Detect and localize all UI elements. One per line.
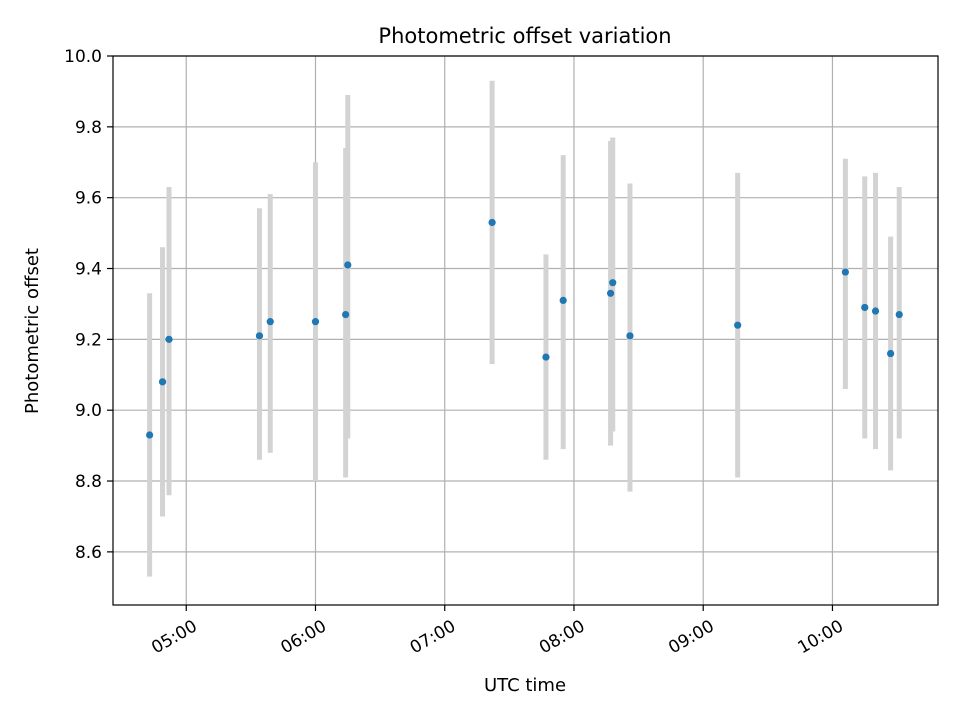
data-point [609, 279, 617, 287]
grid [113, 55, 938, 605]
y-tick-label: 9.0 [75, 401, 102, 421]
x-tick-label: 08:00 [536, 616, 588, 658]
x-tick-label: 09:00 [665, 616, 717, 658]
x-tick-label: 10:00 [795, 616, 847, 658]
x-tick-label: 06:00 [278, 616, 330, 658]
x-axis-ticks: 05:00 06:00 07:00 08:00 09:00 10:00 [148, 605, 847, 658]
data-point [734, 321, 742, 329]
data-point [606, 289, 615, 297]
data-point [344, 261, 352, 269]
data-point [165, 335, 173, 343]
data-point [887, 349, 895, 358]
data-point [542, 353, 550, 361]
y-tick-label: 8.8 [75, 472, 102, 492]
x-axis-label: UTC time [484, 675, 566, 696]
y-tick-label: 9.4 [75, 260, 102, 280]
y-tick-label: 10.0 [64, 47, 102, 67]
data-point [488, 218, 496, 227]
data-point [255, 332, 264, 340]
plot-frame [112, 55, 939, 606]
data-point [626, 332, 634, 340]
y-tick-label: 9.8 [75, 118, 102, 138]
y-tick-label: 8.6 [75, 543, 102, 563]
errorbars [147, 80, 902, 577]
data-point [342, 310, 350, 319]
data-point [841, 268, 849, 276]
data-point [311, 318, 320, 326]
data-point [158, 378, 167, 386]
x-tick-label: 05:00 [148, 616, 200, 658]
y-tick-label: 9.6 [75, 189, 102, 209]
data-point [895, 310, 903, 319]
data-point [871, 307, 880, 315]
chart-title: Photometric offset variation [378, 24, 671, 48]
y-axis-label: Photometric offset [22, 248, 43, 414]
data-point [266, 318, 274, 326]
x-tick-label: 07:00 [407, 616, 459, 658]
data-point [146, 431, 154, 439]
y-tick-label: 9.2 [75, 330, 102, 350]
y-axis-ticks: 8.6 8.8 9.0 9.2 9.4 9.6 9.8 10.0 [64, 47, 113, 563]
data-point [559, 296, 567, 304]
data-points [146, 218, 903, 439]
data-point [861, 303, 869, 312]
